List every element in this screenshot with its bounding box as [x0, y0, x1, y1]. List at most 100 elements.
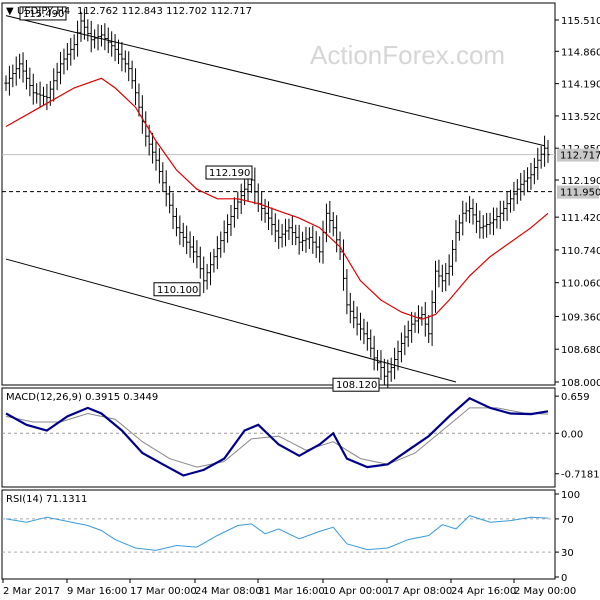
- price-bar: [338, 231, 342, 261]
- price-bar: [21, 52, 25, 83]
- price-bar: [256, 183, 260, 213]
- rsi-y-tick-label: 100: [561, 490, 580, 501]
- price-bar: [188, 231, 192, 258]
- price-bar: [164, 170, 168, 207]
- price-bar: [382, 358, 386, 385]
- price-bar: [508, 189, 513, 213]
- price-bar: [290, 215, 294, 246]
- rsi-layer: [2, 515, 555, 553]
- price-bar: [389, 357, 393, 382]
- rsi-y-tick-label: 0: [561, 573, 567, 584]
- price-bar: [202, 256, 206, 293]
- price-bar: [130, 60, 134, 89]
- x-tick-label: 17 Apr 08:00: [387, 586, 452, 597]
- y-tick-label: 113.520: [561, 112, 600, 123]
- price-bar: [11, 64, 15, 88]
- price-bar: [89, 20, 93, 53]
- price-bar: [481, 215, 485, 239]
- price-bar: [58, 51, 63, 85]
- price-bar: [174, 207, 179, 237]
- rsi-y-tick-label: 30: [561, 548, 574, 559]
- price-bar: [127, 51, 131, 82]
- price-bar: [307, 227, 311, 250]
- price-bar: [416, 305, 421, 334]
- price-bar: [31, 73, 35, 105]
- price-bar: [45, 83, 49, 111]
- price-bar: [454, 220, 458, 262]
- support-tag: 111.950: [557, 185, 600, 199]
- price-bar: [461, 200, 465, 236]
- y-tick-label: 110.060: [561, 279, 600, 290]
- price-bar: [229, 205, 233, 237]
- price-bar: [62, 48, 66, 75]
- price-bar: [423, 302, 427, 337]
- price-bar: [65, 42, 69, 71]
- price-bar: [372, 335, 376, 371]
- rsi-panel-frame: [1, 489, 556, 580]
- price-bar: [4, 75, 8, 91]
- price-bar: [427, 314, 431, 343]
- price-bar: [369, 329, 373, 358]
- y-tick-label: 110.740: [561, 246, 600, 257]
- price-bar: [113, 34, 117, 62]
- price-bar: [321, 220, 325, 264]
- price-bar: [28, 67, 32, 97]
- price-bar: [144, 111, 148, 147]
- price-bar: [294, 224, 298, 246]
- price-bar: [181, 222, 185, 248]
- price-bar: [362, 318, 366, 345]
- price-bar: [542, 135, 547, 167]
- price-bar: [318, 236, 322, 263]
- price-bar: [195, 240, 199, 269]
- price-annotation: 110.100: [153, 282, 201, 297]
- price-bar: [103, 23, 107, 51]
- rsi-title: RSI(14) 71.1311: [6, 494, 87, 505]
- upper-channel-line: [5, 15, 545, 147]
- price-bar: [18, 53, 22, 79]
- x-tick-label: 24 Apr 16:00: [451, 586, 516, 597]
- price-bar: [311, 225, 315, 254]
- support-tag-box: [557, 185, 599, 199]
- price-bar: [140, 95, 144, 134]
- price-bar: [491, 207, 496, 236]
- price-bar: [420, 306, 424, 326]
- x-tick-label: 31 Mar 16:00: [258, 586, 325, 597]
- y-tick-label: 115.510: [561, 16, 600, 27]
- price-bar: [198, 246, 202, 279]
- macd-line: [5, 396, 549, 477]
- price-bar: [413, 312, 417, 333]
- price-bar: [273, 213, 277, 243]
- price-bar: [352, 300, 356, 329]
- price-bar: [379, 350, 383, 381]
- price-bar: [393, 347, 397, 380]
- price-bar: [437, 259, 441, 288]
- price-bar: [82, 8, 87, 40]
- price-bar: [498, 200, 502, 229]
- price-bar: [24, 59, 29, 90]
- annotation-label: 112.190: [209, 168, 250, 179]
- price-bar: [335, 215, 339, 253]
- price-bar: [86, 19, 90, 42]
- price-bar: [35, 83, 39, 104]
- current-price-tag-label: 112.717: [560, 151, 600, 162]
- price-bar: [157, 148, 161, 184]
- price-bar: [171, 192, 175, 230]
- price-bar: [99, 25, 104, 47]
- price-bar: [185, 225, 189, 254]
- price-bar: [471, 198, 475, 225]
- rsi-line: [5, 515, 549, 551]
- price-bar: [433, 260, 438, 313]
- price-bar: [464, 202, 468, 222]
- price-bar: [345, 268, 349, 315]
- price-bar: [7, 65, 12, 96]
- price-bar: [300, 231, 305, 252]
- price-bar: [52, 68, 56, 102]
- price-bar: [467, 196, 472, 224]
- x-tick-label: 10 Apr 00:00: [323, 586, 388, 597]
- price-bar: [232, 197, 236, 228]
- price-bar: [123, 50, 127, 73]
- price-bar: [260, 191, 264, 221]
- price-bar: [270, 207, 274, 236]
- price-bar: [403, 325, 407, 356]
